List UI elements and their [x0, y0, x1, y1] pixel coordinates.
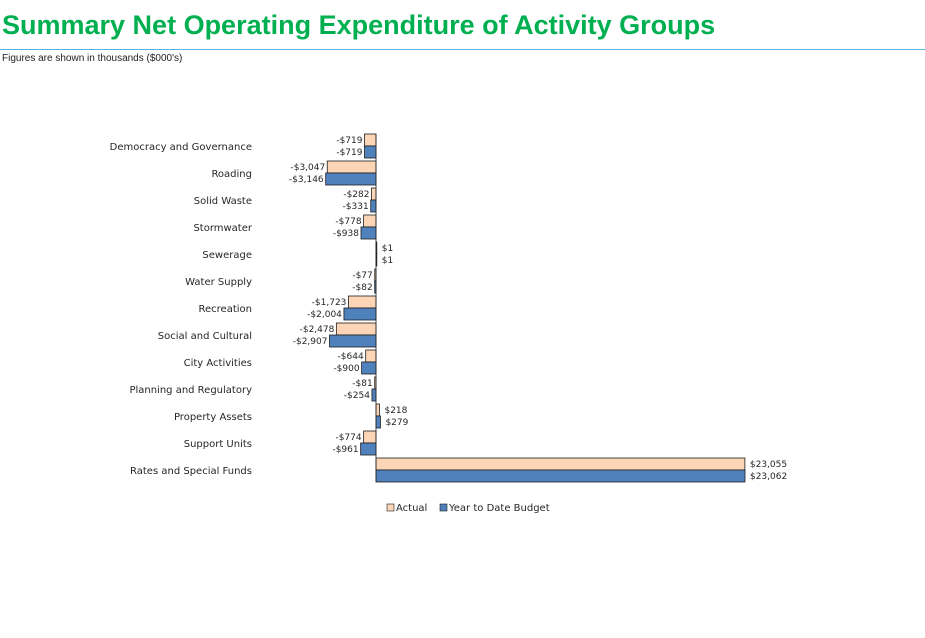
data-label-year-to-date-budget-sewerage: $1 — [382, 256, 393, 266]
category-label-rates-and-special-funds: Rates and Special Funds — [130, 466, 252, 477]
data-label-actual-planning-and-regulatory: -$81 — [352, 379, 372, 389]
bar-year-to-date-budget-support-units — [360, 442, 377, 456]
legend-swatch-actual — [386, 503, 395, 512]
category-label-water-supply: Water Supply — [185, 277, 252, 288]
data-label-actual-stormwater: -$778 — [335, 217, 361, 227]
data-label-year-to-date-budget-water-supply: -$82 — [352, 283, 372, 293]
legend-swatch-year-to-date-budget — [439, 503, 448, 512]
data-label-year-to-date-budget-recreation: -$2,004 — [307, 310, 342, 320]
title-divider — [0, 49, 925, 50]
page-title: Summary Net Operating Expenditure of Act… — [2, 10, 716, 40]
bars — [325, 133, 746, 483]
bar-actual-stormwater — [363, 214, 377, 228]
bar-actual-city-activities — [365, 349, 377, 363]
category-label-recreation: Recreation — [199, 304, 252, 315]
bar-year-to-date-budget-social-and-cultural — [329, 334, 377, 348]
data-label-actual-property-assets: $218 — [384, 406, 407, 416]
data-label-year-to-date-budget-rates-and-special-funds: $23,062 — [750, 472, 787, 482]
category-label-social-and-cultural: Social and Cultural — [158, 331, 252, 342]
bar-year-to-date-budget-rates-and-special-funds — [375, 469, 746, 483]
data-label-actual-water-supply: -$77 — [352, 271, 372, 281]
data-label-actual-recreation: -$1,723 — [312, 298, 347, 308]
data-label-year-to-date-budget-roading: -$3,146 — [289, 175, 324, 185]
data-label-actual-sewerage: $1 — [382, 244, 393, 254]
bar-year-to-date-budget-democracy-and-governance — [364, 145, 377, 159]
data-label-year-to-date-budget-city-activities: -$900 — [333, 364, 359, 374]
data-label-year-to-date-budget-support-units: -$961 — [332, 445, 358, 455]
bar-year-to-date-budget-recreation — [343, 307, 377, 321]
legend-label-actual: Actual — [396, 503, 427, 514]
bar-actual-support-units — [363, 430, 377, 444]
value-labels: -$719 -$719 -$3,047 -$3,146 -$282 -$331 -$778 -… — [289, 136, 787, 482]
category-label-democracy-and-governance: Democracy and Governance — [110, 142, 252, 153]
category-label-support-units: Support Units — [184, 439, 252, 450]
bar-actual-social-and-cultural — [335, 322, 377, 336]
category-label-roading: Roading — [211, 169, 252, 180]
category-label-stormwater: Stormwater — [193, 223, 252, 234]
category-label-city-activities: City Activities — [184, 358, 252, 369]
data-label-actual-city-activities: -$644 — [338, 352, 364, 362]
data-label-year-to-date-budget-democracy-and-governance: -$719 — [336, 148, 362, 158]
category-label-planning-and-regulatory: Planning and Regulatory — [129, 385, 252, 396]
bar-actual-roading — [326, 160, 377, 174]
data-label-year-to-date-budget-solid-waste: -$331 — [343, 202, 369, 212]
bar-year-to-date-budget-solid-waste — [370, 199, 377, 213]
data-label-actual-democracy-and-governance: -$719 — [336, 136, 362, 146]
legend: Actual Year to Date Budget — [386, 503, 550, 514]
data-label-actual-rates-and-special-funds: $23,055 — [750, 460, 787, 470]
bar-actual-recreation — [348, 295, 377, 309]
bar-year-to-date-budget-planning-and-regulatory — [371, 388, 377, 402]
data-label-year-to-date-budget-planning-and-regulatory: -$254 — [344, 391, 370, 401]
data-label-year-to-date-budget-property-assets: $279 — [385, 418, 408, 428]
bar-actual-property-assets — [375, 403, 380, 417]
bar-year-to-date-budget-roading — [325, 172, 377, 186]
category-label-sewerage: Sewerage — [202, 250, 252, 261]
bar-actual-democracy-and-governance — [364, 133, 377, 147]
page-subtitle: Figures are shown in thousands ($000's) — [2, 53, 183, 64]
data-label-actual-support-units: -$774 — [335, 433, 361, 443]
data-label-actual-social-and-cultural: -$2,478 — [300, 325, 335, 335]
data-label-actual-roading: -$3,047 — [290, 163, 325, 173]
bar-actual-solid-waste — [371, 187, 377, 201]
bar-year-to-date-budget-city-activities — [361, 361, 377, 375]
data-label-year-to-date-budget-social-and-cultural: -$2,907 — [293, 337, 328, 347]
bar-year-to-date-budget-property-assets — [375, 415, 381, 429]
category-labels: Democracy and Governance Roading Solid Was… — [110, 142, 253, 477]
legend-label-year-to-date-budget: Year to Date Budget — [448, 503, 550, 514]
category-label-property-assets: Property Assets — [174, 412, 252, 423]
category-label-solid-waste: Solid Waste — [194, 196, 252, 207]
bar-actual-rates-and-special-funds — [375, 457, 746, 471]
data-label-actual-solid-waste: -$282 — [343, 190, 369, 200]
data-label-year-to-date-budget-stormwater: -$938 — [333, 229, 359, 239]
bar-year-to-date-budget-stormwater — [360, 226, 377, 240]
